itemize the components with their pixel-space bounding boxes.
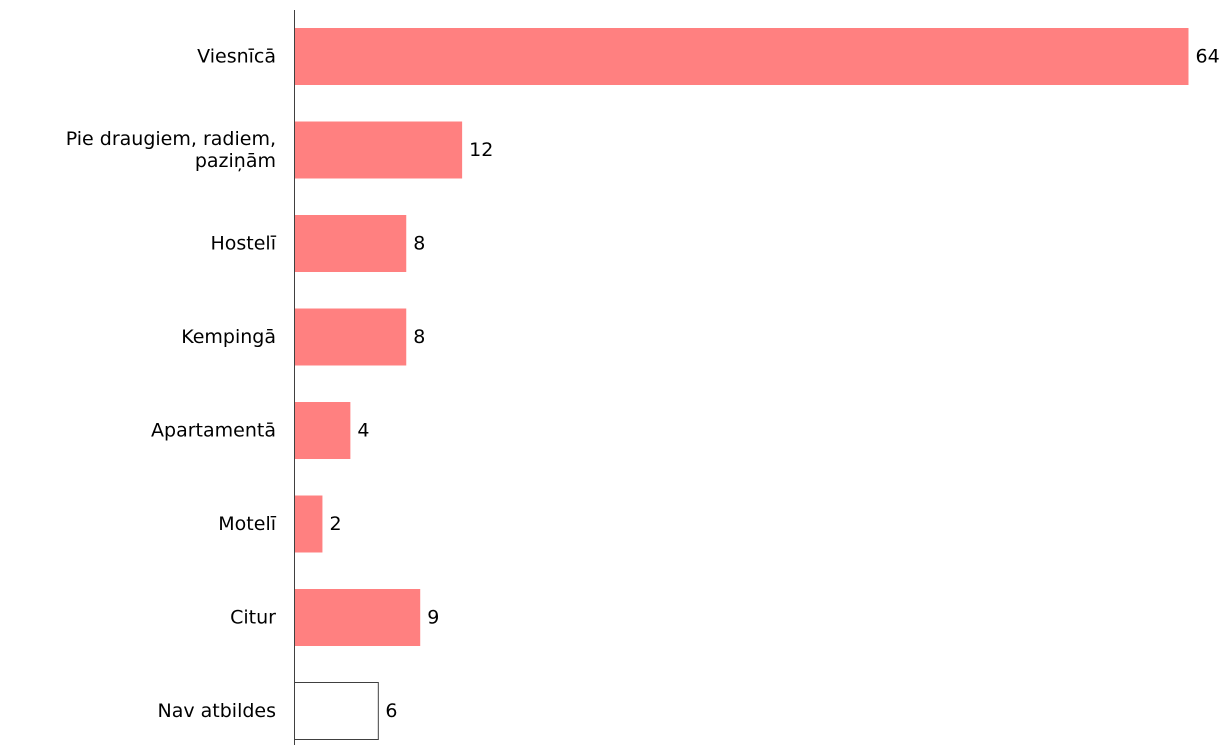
data-label-3: 8 [413,326,425,348]
data-label-2: 8 [413,233,425,255]
category-label-line: Kempingā [181,326,276,348]
data-label-1: 12 [469,139,493,161]
category-label-6: Citur [230,607,276,629]
category-label-line: Apartamentā [151,420,276,442]
data-label-5: 2 [329,513,341,535]
category-label-1: Pie draugiem, radiem, paziņām [66,128,276,172]
bars-layer [294,28,1189,740]
category-label-line: Citur [230,607,276,629]
category-label-0: Viesnīcā [197,46,276,68]
bar-5 [294,495,323,553]
category-label-line: Viesnīcā [197,46,276,68]
data-label-7: 6 [385,700,397,722]
category-label-4: Apartamentā [151,420,276,442]
bar-7 [294,682,379,740]
bar-6 [294,589,421,646]
category-label-line: Hostelī [210,233,276,255]
category-label-line: Pie draugiem, radiem, [66,128,276,150]
category-label-2: Hostelī [210,233,276,255]
data-label-6: 9 [427,607,439,629]
bar-2 [294,215,407,272]
bar-1 [294,121,463,179]
category-label-line: Motelī [218,513,276,535]
bar-4 [294,402,351,459]
bar-3 [294,308,407,366]
category-label-line: Nav atbildes [158,700,277,722]
category-label-line: paziņām [195,150,276,172]
category-label-7: Nav atbildes [158,700,277,722]
data-label-4: 4 [357,420,369,442]
bar-0 [294,28,1189,85]
data-label-0: 64 [1196,46,1220,68]
category-label-3: Kempingā [181,326,276,348]
category-label-5: Motelī [218,513,276,535]
